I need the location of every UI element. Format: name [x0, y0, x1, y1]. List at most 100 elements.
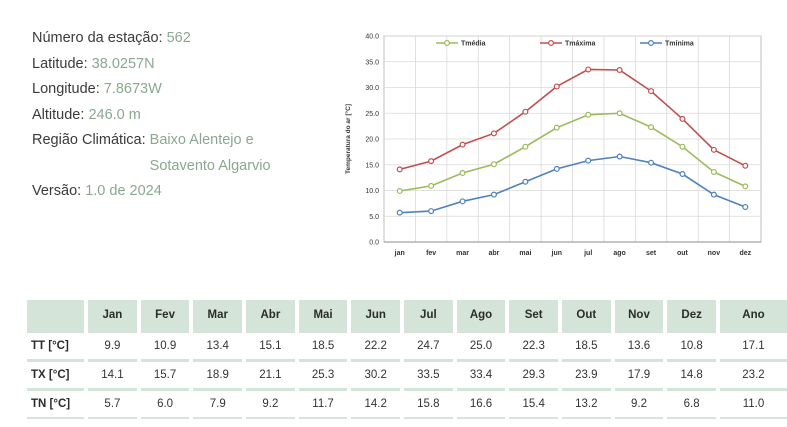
station-number-label: Número da estação:	[32, 30, 163, 46]
data-point	[490, 161, 497, 168]
table-cell: 17.9	[610, 360, 666, 390]
table-cell: 13.4	[189, 331, 245, 361]
table-cell: 29.3	[505, 360, 560, 390]
x-tick-label: jan	[394, 250, 405, 257]
table-body: TT [°C] 9.9 10.9 13.4 15.1 18.5 22.2 24.7 25.0 22…	[27, 331, 787, 418]
data-point	[616, 110, 623, 117]
legend-label: Tmáxima	[565, 41, 595, 48]
table-header-jun: Jun	[347, 300, 403, 332]
data-point	[522, 143, 529, 150]
data-point	[396, 188, 403, 195]
y-tick-label: 20.0	[365, 137, 379, 144]
data-point	[679, 115, 686, 122]
table-header-abr: Abr	[242, 300, 297, 332]
data-point	[428, 208, 435, 215]
data-point	[585, 111, 592, 118]
table-cell: 30.2	[347, 360, 403, 390]
data-point	[742, 162, 749, 169]
table-header-mai: Mai	[294, 300, 350, 332]
legend-swatch-marker	[648, 40, 655, 47]
x-tick-label: jun	[551, 250, 563, 257]
y-tick-label: 40.0	[365, 34, 379, 41]
legend-swatch-marker	[548, 40, 555, 47]
table-cell: 25.0	[452, 331, 508, 361]
altitude-value: 246.0 m	[88, 106, 141, 123]
region-value-line2: Sotavento Algarvio	[149, 157, 271, 174]
data-point	[648, 88, 655, 95]
legend-swatch-marker	[443, 40, 450, 47]
table-cell: 23.2	[715, 360, 787, 390]
table-cell: 22.3	[505, 331, 560, 361]
data-point	[553, 124, 560, 131]
table-cell: 11.7	[294, 389, 350, 418]
x-tick-label: mar	[456, 250, 469, 257]
version-value: 1.0 de 2024	[85, 183, 162, 199]
table-cell: 15.4	[505, 389, 560, 418]
data-point	[553, 165, 560, 172]
y-tick-label: 30.0	[365, 85, 379, 92]
table-cell: 13.6	[610, 331, 666, 361]
altitude-row: Altitude: 246.0 m	[32, 103, 271, 129]
table-cell: 6.8	[663, 389, 718, 418]
version-label: Versão:	[32, 183, 82, 199]
x-tick-label: set	[646, 250, 657, 257]
x-tick-label: ago	[613, 250, 625, 257]
data-point	[679, 171, 686, 178]
data-point	[428, 182, 435, 189]
data-point	[396, 209, 403, 216]
data-point	[648, 124, 655, 131]
table-cell: 5.7	[84, 389, 139, 418]
y-tick-label: 0.0	[369, 240, 379, 247]
table-header-set: Set	[505, 300, 560, 332]
table-row: TX [°C] 14.1 15.7 18.9 21.1 25.3 30.2 33.5 33.4 2…	[27, 360, 787, 390]
data-point	[679, 143, 686, 150]
y-tick-label: 35.0	[365, 59, 379, 66]
table-cell: 13.2	[558, 389, 613, 418]
series-line-1	[399, 68, 746, 171]
data-point	[616, 66, 623, 73]
data-point	[522, 108, 529, 115]
table-header-jul: Jul	[400, 300, 455, 332]
table-header-ano: Ano	[715, 300, 787, 332]
table-header-corner	[27, 300, 87, 332]
x-tick-label: nov	[708, 250, 721, 257]
table-row: TT [°C] 9.9 10.9 13.4 15.1 18.5 22.2 24.7 25.0 22…	[27, 331, 787, 361]
x-tick-label: fev	[426, 250, 436, 257]
table-cell: 10.8	[663, 331, 718, 361]
table-header-out: Out	[558, 300, 613, 332]
data-point	[585, 66, 592, 73]
table-header-jan: Jan	[84, 300, 139, 332]
data-point	[742, 183, 749, 190]
data-point	[428, 158, 435, 165]
y-axis-label: Temperatura do ar [°C]	[344, 104, 352, 174]
table-header-dez: Dez	[663, 300, 718, 332]
climate-table: Jan Fev Mar Abr Mai Jun Jul Ago Set Out Nov Dez Ano …	[27, 300, 787, 419]
region-row: Região Climática: Baixo Alentejo e Sotav…	[32, 128, 271, 179]
legend-label: Tmínima	[665, 41, 694, 48]
data-point	[648, 159, 655, 166]
data-point	[459, 198, 466, 205]
longitude-label: Longitude:	[32, 81, 100, 97]
series-line-2	[399, 155, 746, 214]
data-point	[459, 169, 466, 176]
x-tick-label: jul	[583, 250, 592, 257]
y-tick-label: 15.0	[365, 162, 379, 169]
table-cell: 15.7	[136, 360, 192, 390]
latitude-value: 38.0257N	[91, 55, 155, 72]
table-cell: 14.8	[663, 360, 718, 390]
data-point	[585, 157, 592, 164]
table-cell: 18.9	[189, 360, 245, 390]
table-cell: 33.4	[452, 360, 508, 390]
data-point	[710, 168, 717, 175]
altitude-label: Altitude:	[32, 106, 85, 123]
legend-label: Tmédia	[461, 41, 486, 48]
longitude-row: Longitude: 7.8673W	[32, 77, 271, 103]
data-point	[710, 191, 717, 198]
data-point	[490, 130, 497, 137]
table-cell: 23.9	[558, 360, 613, 390]
table-cell: 15.8	[400, 389, 455, 418]
temperature-chart: 0.0 5.0 10.0 15.0 20.0 25.0 30.0 35.0 40.0 jan fev…	[344, 34, 762, 257]
table-cell: 9.9	[84, 331, 139, 361]
table-cell: 11.0	[715, 389, 787, 418]
table-row-label: TT [°C]	[31, 340, 69, 352]
